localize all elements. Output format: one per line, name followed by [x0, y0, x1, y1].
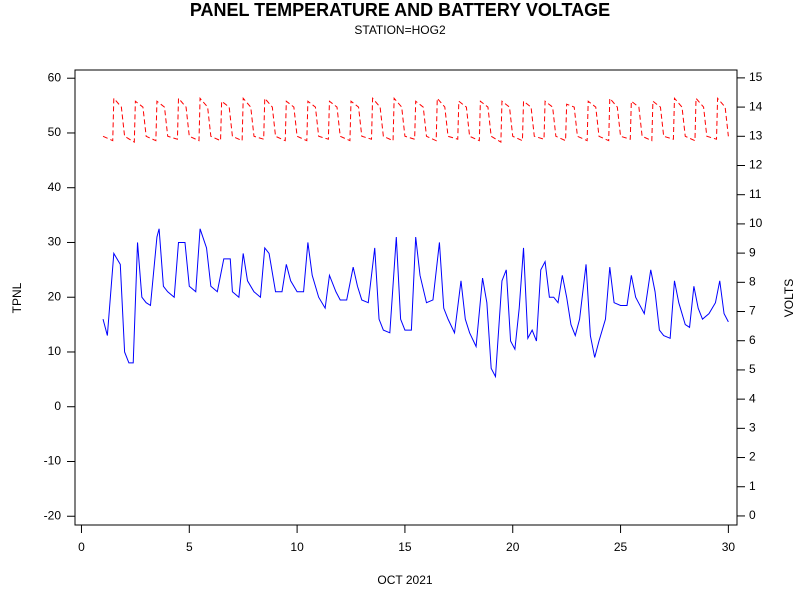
x-tick-label: 30	[722, 540, 736, 554]
y2-tick-label: 2	[749, 450, 756, 464]
y-tick-label: 20	[48, 289, 62, 303]
x-axis-label: OCT 2021	[377, 573, 432, 587]
y-tick-label: 30	[48, 235, 62, 249]
y2-tick-label: 6	[749, 333, 756, 347]
y2-tick-label: 10	[749, 216, 763, 230]
y2-tick-label: 14	[749, 99, 763, 113]
y2-axis-label: VOLTS	[782, 279, 796, 317]
y-tick-label: -20	[44, 508, 62, 522]
y2-tick-label: 15	[749, 70, 763, 84]
y2-tick-label: 0	[749, 508, 756, 522]
y-axis-label: TPNL	[10, 282, 24, 313]
y2-tick-label: 3	[749, 421, 756, 435]
x-tick-label: 15	[398, 540, 412, 554]
y2-tick-label: 4	[749, 391, 756, 405]
y-tick-label: 60	[48, 70, 62, 84]
series-line	[102, 97, 729, 144]
y-tick-label: 50	[48, 125, 62, 139]
y2-tick-label: 5	[749, 362, 756, 376]
chart-subtitle: STATION=HOG2	[354, 23, 446, 37]
y2-tick-label: 12	[749, 158, 763, 172]
x-tick-label: 20	[506, 540, 520, 554]
y-tick-label: 40	[48, 180, 62, 194]
y2-tick-label: 1	[749, 479, 756, 493]
y2-tick-label: 11	[749, 187, 762, 201]
y-tick-label: 0	[54, 399, 61, 413]
x-tick-label: 10	[290, 540, 304, 554]
y2-tick-label: 8	[749, 274, 756, 288]
series-line	[102, 228, 729, 379]
x-tick-label: 5	[186, 540, 193, 554]
y2-tick-label: 7	[749, 304, 756, 318]
x-tick-label: 25	[614, 540, 628, 554]
y-tick-label: -10	[44, 454, 62, 468]
chart-title: PANEL TEMPERATURE AND BATTERY VOLTAGE	[190, 0, 610, 20]
y2-tick-label: 9	[749, 245, 756, 259]
y-tick-label: 10	[48, 344, 62, 358]
y2-tick-label: 13	[749, 128, 763, 142]
x-tick-label: 0	[78, 540, 85, 554]
